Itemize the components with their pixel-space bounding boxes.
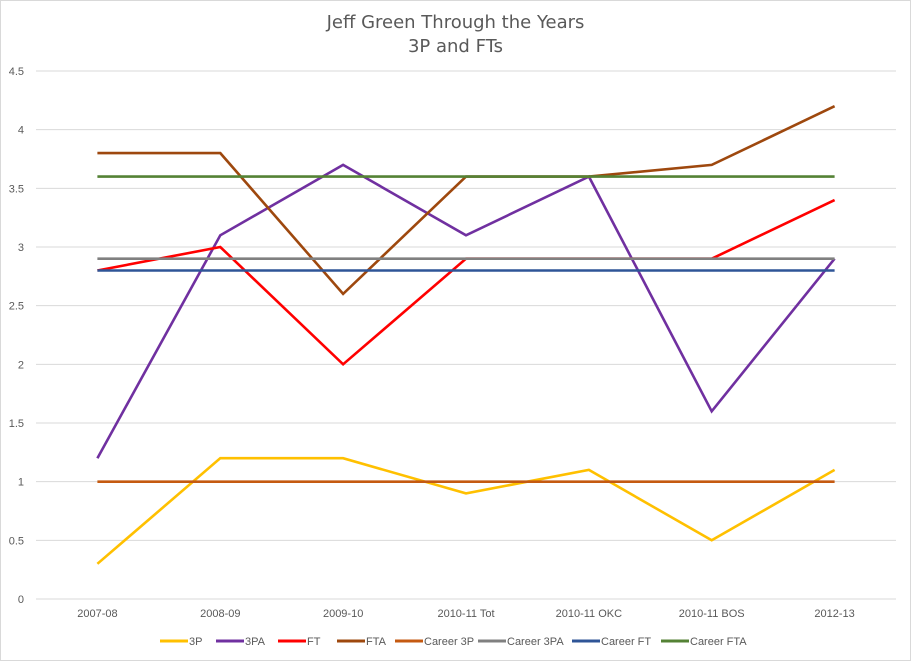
legend-label: Career 3PA — [507, 636, 564, 648]
series-line-ft — [97, 198, 836, 367]
legend-label: FTA — [366, 636, 387, 648]
legend-label: Career 3P — [424, 636, 474, 648]
series-line-3p — [96, 456, 836, 565]
y-tick-label: 0 — [18, 594, 24, 606]
x-tick-label: 2009-10 — [323, 608, 363, 620]
x-axis: 2007-08 2008-09 2009-10 2010-11 Tot 2010-11 … — [77, 608, 855, 620]
x-tick-label: 2012-13 — [814, 608, 854, 620]
y-tick-label: 1 — [18, 477, 24, 489]
legend-label: Career FT — [601, 636, 651, 648]
y-axis: 0 0.5 1 1.5 2 2.5 3 3.5 4 4.5 — [9, 66, 24, 606]
y-tick-label: 2 — [18, 359, 24, 371]
y-tick-label: 2.5 — [9, 301, 24, 313]
y-tick-label: 4.5 — [9, 66, 24, 78]
y-tick-label: 4 — [18, 125, 24, 137]
x-tick-label: 2010-11 BOS — [679, 608, 745, 620]
chart-title: Jeff Green Through the Years — [326, 12, 585, 33]
x-tick-label: 2007-08 — [77, 608, 117, 620]
y-tick-label: 0.5 — [9, 535, 24, 547]
legend-label: Career FTA — [690, 636, 747, 648]
legend: 3P 3PA FT FTA Career 3P Career 3PA Career FT Ca… — [160, 636, 747, 648]
x-tick-label: 2010-11 Tot — [437, 608, 494, 620]
series-lines — [96, 105, 836, 565]
series-line-fta — [97, 105, 836, 296]
series-line-3pa — [96, 163, 836, 459]
y-tick-label: 3.5 — [9, 183, 24, 195]
legend-label: 3PA — [245, 636, 266, 648]
legend-label: FT — [307, 636, 321, 648]
x-tick-label: 2008-09 — [200, 608, 240, 620]
x-tick-label: 2010-11 OKC — [556, 608, 623, 620]
legend-label: 3P — [189, 636, 202, 648]
y-tick-label: 1.5 — [9, 418, 24, 430]
y-tick-label: 3 — [18, 242, 24, 254]
chart-subtitle: 3P and FTs — [407, 36, 504, 57]
